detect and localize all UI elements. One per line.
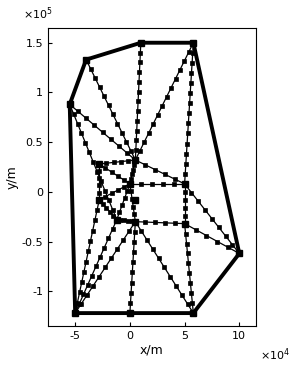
- Text: $\times10^5$: $\times10^5$: [22, 5, 52, 22]
- Text: $\times10^4$: $\times10^4$: [260, 347, 290, 364]
- Y-axis label: y/m: y/m: [6, 165, 19, 189]
- X-axis label: x/m: x/m: [140, 344, 164, 357]
